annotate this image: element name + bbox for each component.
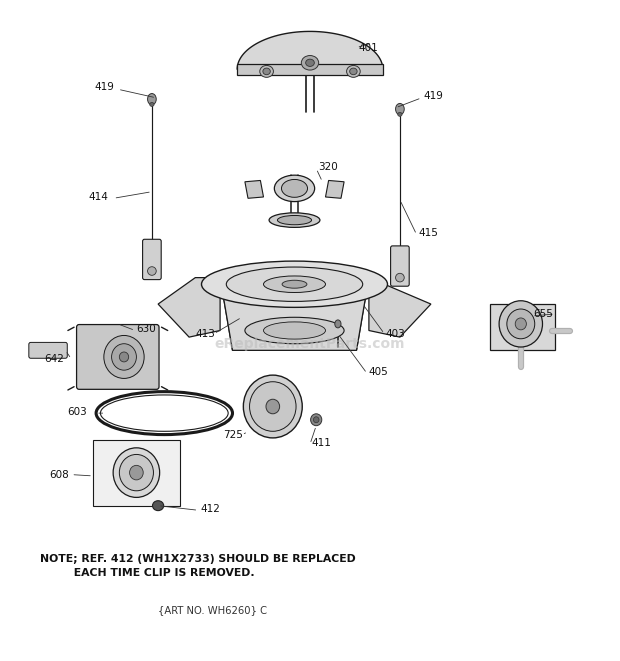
Text: 405: 405 — [369, 367, 389, 377]
Ellipse shape — [396, 103, 404, 115]
Ellipse shape — [113, 448, 160, 497]
Ellipse shape — [282, 280, 307, 288]
Ellipse shape — [301, 56, 319, 70]
Polygon shape — [369, 278, 431, 337]
Text: 655: 655 — [533, 309, 553, 319]
FancyBboxPatch shape — [76, 325, 159, 389]
Ellipse shape — [335, 320, 341, 328]
Ellipse shape — [396, 274, 404, 282]
Ellipse shape — [263, 68, 270, 75]
Text: 642: 642 — [45, 354, 64, 364]
Ellipse shape — [130, 465, 143, 480]
FancyBboxPatch shape — [391, 246, 409, 286]
Ellipse shape — [515, 318, 526, 330]
Text: 603: 603 — [67, 407, 87, 417]
FancyBboxPatch shape — [237, 64, 383, 75]
Ellipse shape — [119, 454, 154, 490]
Ellipse shape — [119, 352, 129, 362]
Ellipse shape — [311, 414, 322, 426]
Text: 411: 411 — [311, 438, 331, 448]
Text: 414: 414 — [88, 192, 108, 202]
Ellipse shape — [112, 344, 136, 370]
Ellipse shape — [260, 65, 273, 77]
Text: 320: 320 — [318, 161, 338, 172]
Ellipse shape — [245, 317, 344, 344]
Ellipse shape — [150, 102, 154, 106]
Ellipse shape — [278, 215, 312, 225]
Ellipse shape — [266, 399, 280, 414]
Ellipse shape — [398, 112, 402, 116]
Text: 419: 419 — [95, 82, 115, 93]
Ellipse shape — [226, 267, 363, 301]
Text: eReplacementParts.com: eReplacementParts.com — [215, 336, 405, 351]
Polygon shape — [326, 180, 344, 198]
Text: 412: 412 — [200, 504, 220, 514]
Ellipse shape — [507, 309, 534, 338]
Polygon shape — [220, 278, 369, 350]
FancyBboxPatch shape — [29, 342, 67, 358]
Ellipse shape — [264, 322, 326, 339]
Text: 415: 415 — [418, 227, 438, 238]
Ellipse shape — [306, 59, 314, 66]
Ellipse shape — [499, 301, 542, 347]
Ellipse shape — [347, 65, 360, 77]
Ellipse shape — [153, 501, 164, 511]
Ellipse shape — [104, 335, 144, 378]
Text: 413: 413 — [195, 329, 215, 339]
Polygon shape — [237, 32, 383, 69]
Text: 725: 725 — [223, 430, 243, 440]
Ellipse shape — [148, 266, 156, 275]
Ellipse shape — [264, 276, 326, 292]
Text: NOTE; REF. 412 (WH1X2733) SHOULD BE REPLACED
         EACH TIME CLIP IS REMOVED.: NOTE; REF. 412 (WH1X2733) SHOULD BE REPL… — [40, 554, 356, 578]
Text: 401: 401 — [358, 42, 378, 53]
Ellipse shape — [249, 381, 296, 431]
Ellipse shape — [269, 213, 320, 227]
Ellipse shape — [148, 93, 156, 104]
Text: 419: 419 — [423, 91, 443, 101]
FancyBboxPatch shape — [143, 239, 161, 280]
Ellipse shape — [243, 375, 303, 438]
Polygon shape — [245, 180, 264, 198]
Ellipse shape — [202, 261, 388, 307]
Text: 630: 630 — [136, 324, 156, 334]
Ellipse shape — [313, 416, 319, 423]
Text: {ART NO. WH6260} C: {ART NO. WH6260} C — [158, 605, 267, 615]
Ellipse shape — [350, 68, 357, 75]
Text: 608: 608 — [50, 469, 69, 480]
Ellipse shape — [275, 175, 314, 202]
Polygon shape — [490, 304, 555, 350]
Ellipse shape — [281, 179, 308, 197]
Text: 403: 403 — [386, 329, 405, 339]
Polygon shape — [220, 278, 369, 350]
Polygon shape — [158, 278, 220, 337]
FancyBboxPatch shape — [93, 440, 180, 506]
